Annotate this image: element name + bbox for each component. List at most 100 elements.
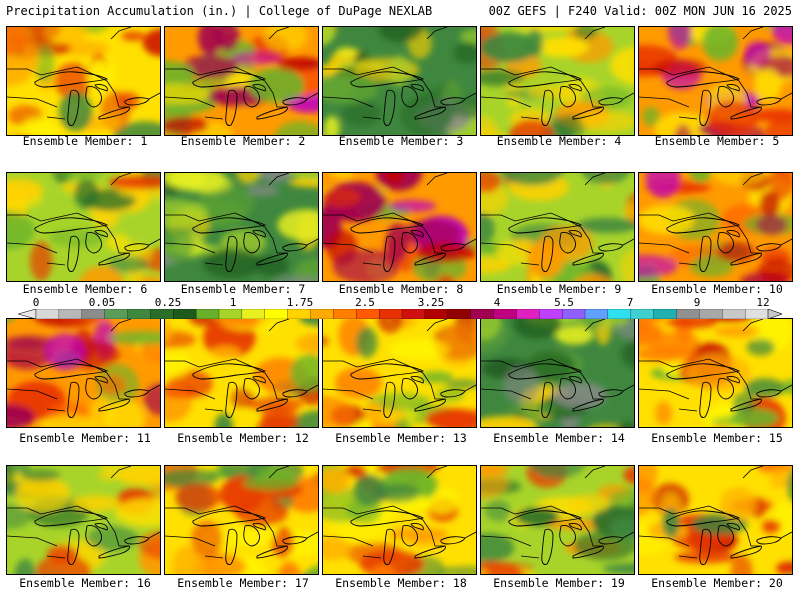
precipitation-field (165, 466, 318, 574)
ensemble-member-label: Ensemble Member: 14 (493, 431, 625, 445)
colorbar-tick-label: 0 (32, 296, 40, 309)
colorbar-tick-label: 12 (756, 296, 770, 309)
colorbar-swatch (378, 309, 403, 319)
colorbar-swatch (607, 309, 632, 319)
great-lakes-outline (508, 363, 624, 418)
ensemble-panel (638, 465, 793, 575)
precipitation-map (7, 466, 160, 574)
precipitation-field (7, 466, 160, 574)
great-lakes-outline (350, 363, 466, 418)
colorbar-tick-label: 1 (229, 296, 237, 309)
colorbar-swatch (561, 309, 586, 319)
colorbar-tick-label: 7 (626, 296, 634, 309)
ensemble-panel (164, 318, 319, 428)
colorbar-swatch (264, 309, 289, 319)
colorbar-tick-label: 1.75 (286, 296, 314, 309)
ensemble-member-label: Ensemble Member: 9 (496, 282, 622, 296)
great-lakes-outline (192, 71, 308, 126)
colorbar-swatch (218, 309, 243, 319)
precipitation-map (165, 27, 318, 135)
colorbar-tick-label: 4 (493, 296, 501, 309)
ensemble-member-label: Ensemble Member: 15 (651, 431, 783, 445)
precipitation-map (7, 319, 160, 427)
ensemble-member-label: Ensemble Member: 18 (335, 576, 467, 590)
precipitation-field (639, 173, 792, 281)
precipitation-map (481, 173, 634, 281)
great-lakes-outline (508, 510, 624, 565)
precipitation-map (639, 27, 792, 135)
colorbar-tick-label: 2.5 (355, 296, 375, 309)
borders-outline (323, 173, 476, 266)
colorbar-right-arrow (767, 309, 782, 319)
colorbar-swatch (584, 309, 609, 319)
colorbar-tick-label: 9 (693, 296, 701, 309)
precipitation-map (165, 173, 318, 281)
colorbar-swatch (676, 309, 700, 319)
colorbar-swatch (539, 309, 563, 319)
great-lakes-outline (192, 363, 308, 418)
precipitation-field (323, 319, 476, 427)
precipitation-field (481, 466, 634, 574)
colorbar-swatch (401, 309, 426, 319)
precipitation-map (481, 319, 634, 427)
colorbar-swatch (722, 309, 746, 319)
precipitation-map (481, 466, 634, 574)
ensemble-member-label: Ensemble Member: 12 (177, 431, 309, 445)
colorbar-swatch (195, 309, 220, 319)
precipitation-map (323, 27, 476, 135)
ensemble-member-label: Ensemble Member: 6 (22, 282, 148, 296)
model-run-info: 00Z GEFS | F240 Valid: 00Z MON JUN 16 20… (488, 4, 792, 18)
colorbar-swatch (653, 309, 677, 319)
ensemble-member-label: Ensemble Member: 4 (496, 134, 622, 148)
ensemble-member-label: Ensemble Member: 7 (180, 282, 306, 296)
precipitation-field (323, 173, 476, 281)
great-lakes-outline (350, 510, 466, 565)
ensemble-panel (164, 465, 319, 575)
precipitation-map (323, 466, 476, 574)
great-lakes-outline (34, 510, 150, 565)
colorbar-tick-label: 5.5 (554, 296, 574, 309)
ensemble-member-label: Ensemble Member: 8 (338, 282, 464, 296)
colorbar-swatch (173, 309, 197, 319)
colorbar-tick-label: 0.05 (88, 296, 116, 309)
ensemble-panel (164, 172, 319, 282)
colorbar-swatch (699, 309, 723, 319)
colorbar-swatch (35, 309, 60, 319)
precipitation-map (639, 466, 792, 574)
ensemble-panel (6, 26, 161, 136)
ensemble-member-label: Ensemble Member: 3 (338, 134, 464, 148)
colorbar-swatch (333, 309, 357, 319)
ensemble-member-label: Ensemble Member: 10 (651, 282, 783, 296)
great-lakes-outline (666, 510, 782, 565)
colorbar-swatch (744, 309, 769, 319)
ensemble-panel (480, 465, 635, 575)
precipitation-field (165, 27, 318, 135)
great-lakes-outline (34, 217, 150, 272)
colorbar-swatch (287, 309, 311, 319)
colorbar-swatch (493, 309, 517, 319)
colorbar-swatch (58, 309, 83, 319)
ensemble-panel (322, 465, 477, 575)
ensemble-member-label: Ensemble Member: 16 (19, 576, 151, 590)
ensemble-panel (6, 172, 161, 282)
ensemble-member-label: Ensemble Member: 13 (335, 431, 467, 445)
ensemble-panel (480, 26, 635, 136)
great-lakes-outline (34, 71, 150, 126)
ensemble-panel (638, 318, 793, 428)
ensemble-member-label: Ensemble Member: 5 (654, 134, 780, 148)
colorbar-swatch (447, 309, 472, 319)
ensemble-panel (480, 172, 635, 282)
ensemble-panel (322, 172, 477, 282)
precipitation-map (7, 173, 160, 281)
colorbar-swatch (424, 309, 449, 319)
ensemble-panel (6, 318, 161, 428)
colorbar-swatch (241, 309, 266, 319)
precipitation-map (639, 319, 792, 427)
precipitation-field (7, 173, 160, 281)
ensemble-member-label: Ensemble Member: 17 (177, 576, 309, 590)
precipitation-map (165, 319, 318, 427)
colorbar-left-arrow (18, 309, 37, 319)
great-lakes-outline (350, 217, 466, 272)
great-lakes-outline (508, 71, 624, 126)
colorbar-swatch (150, 309, 174, 319)
